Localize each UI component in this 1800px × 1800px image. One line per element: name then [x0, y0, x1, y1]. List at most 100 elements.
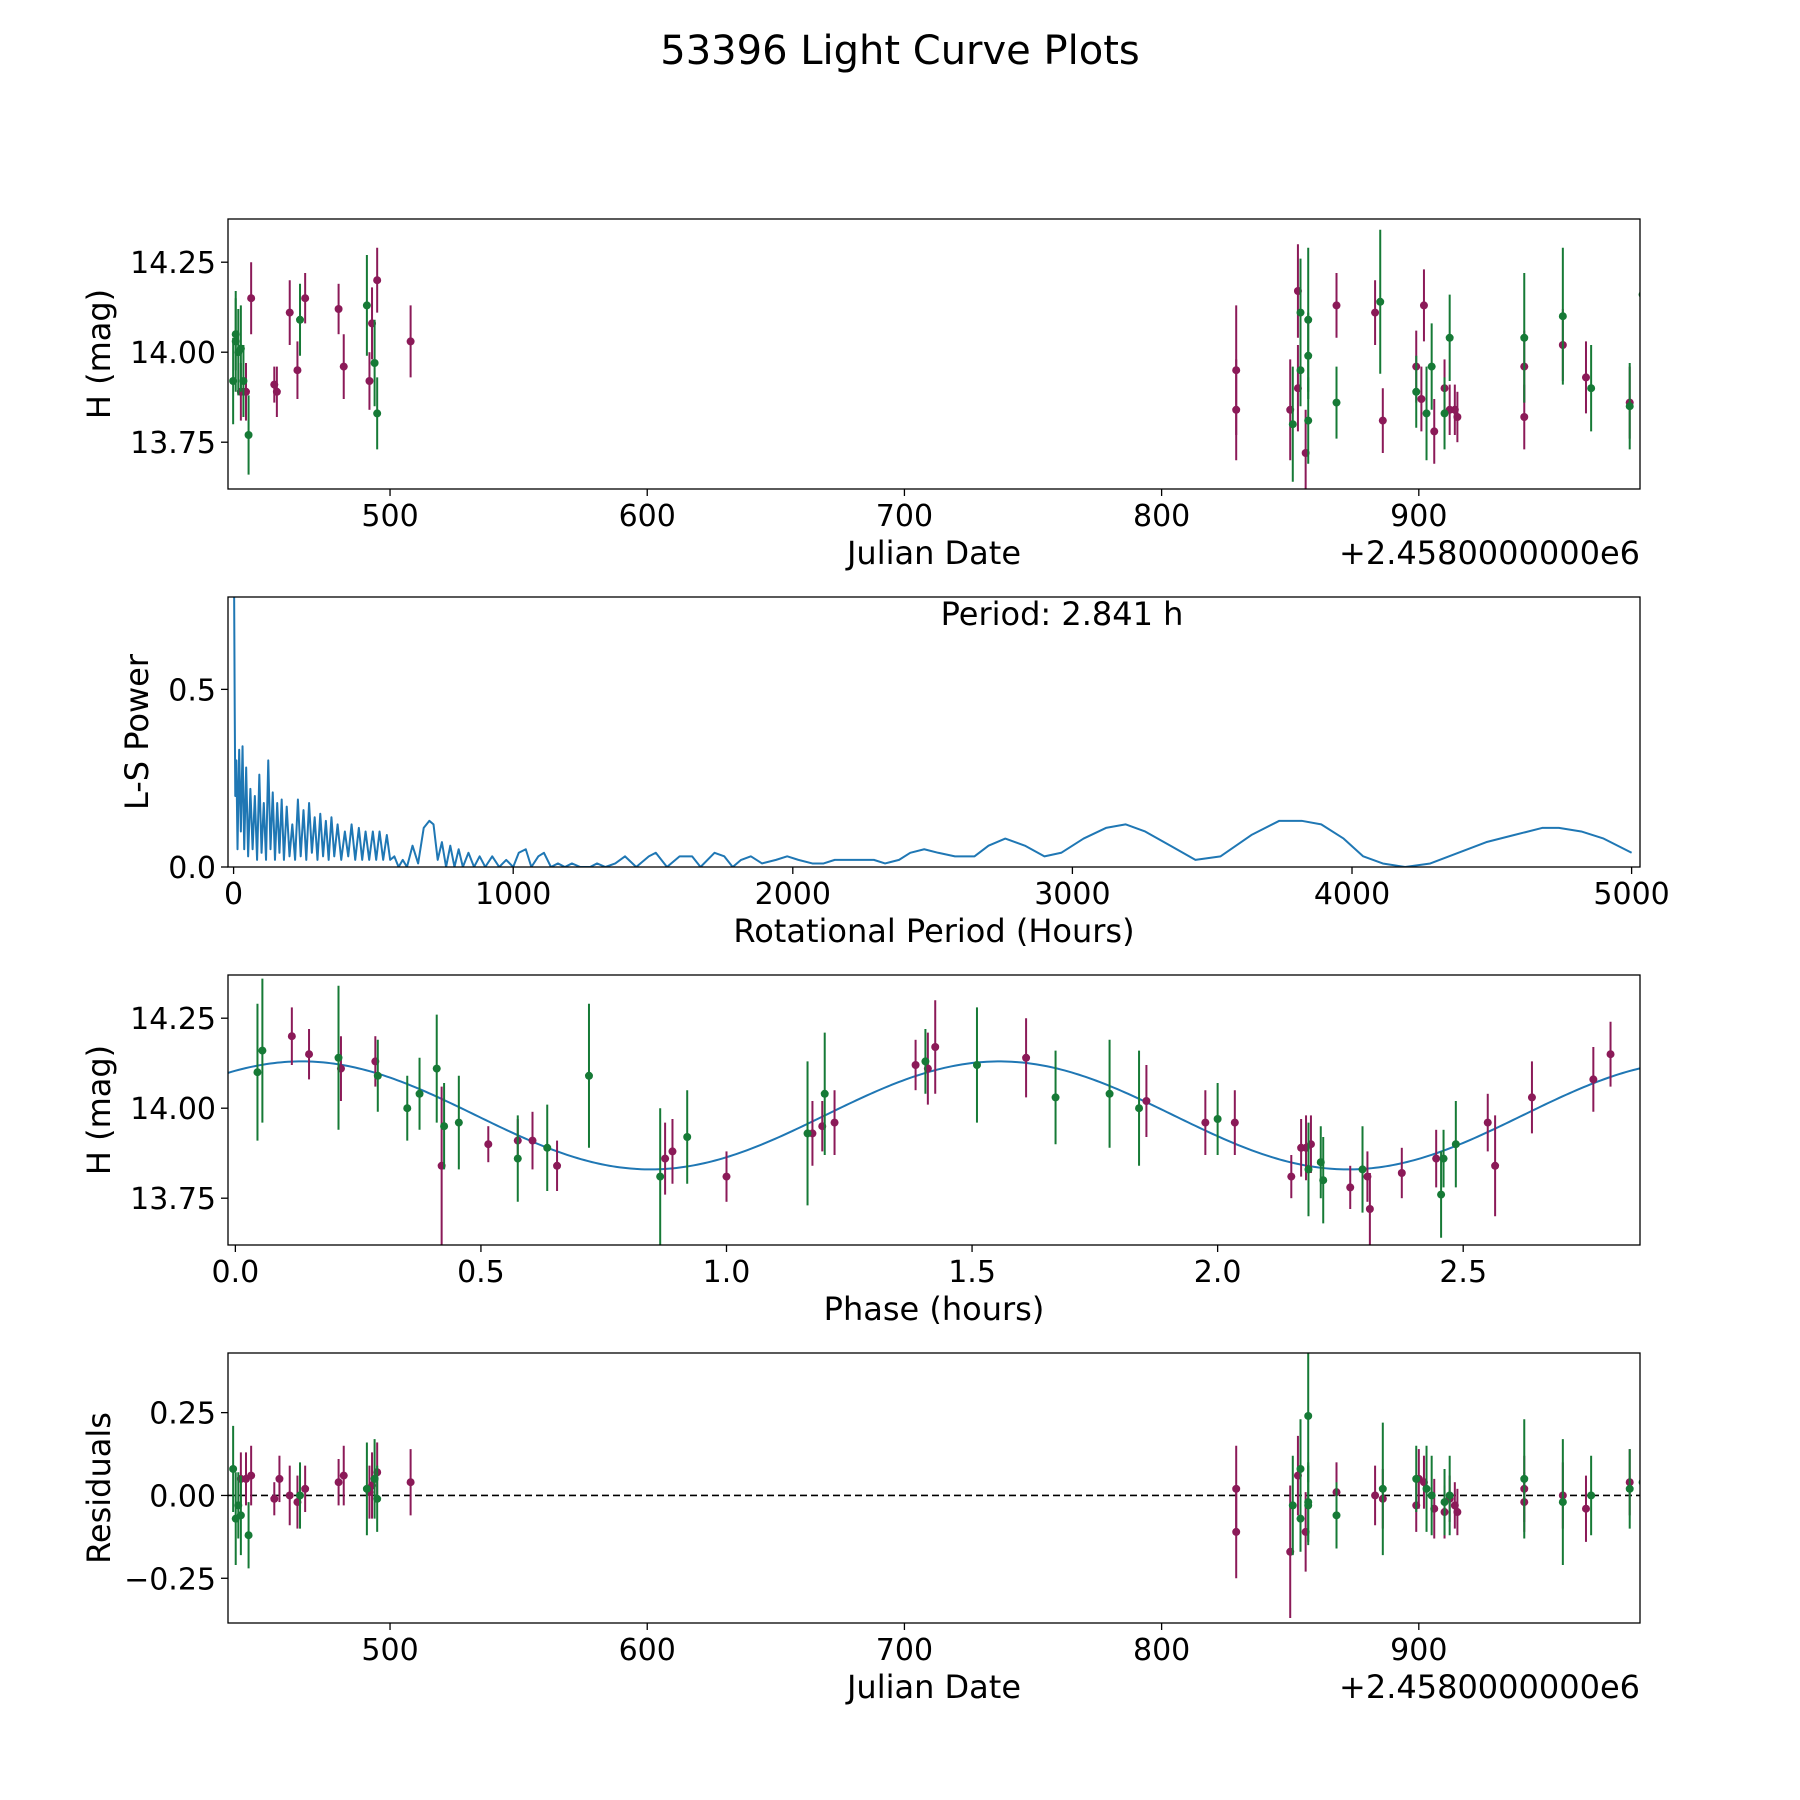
lightcurve-purple-point — [1378, 388, 1387, 453]
residuals-purple-marker — [1453, 1508, 1462, 1517]
residuals-purple-point — [1232, 1485, 1241, 1579]
phased-green-point — [1051, 1050, 1060, 1145]
residuals-xtick-label: 900 — [1390, 1633, 1447, 1668]
residuals-purple-point — [1581, 1475, 1590, 1542]
lightcurve-green-point — [1427, 323, 1436, 410]
phased-purple-marker — [911, 1061, 920, 1069]
phased-xtick-label: 0.5 — [457, 1255, 505, 1290]
residuals-purple-marker — [1371, 1491, 1380, 1500]
residuals-purple-marker — [275, 1474, 284, 1483]
phased-purple-point — [1142, 1065, 1151, 1137]
phased-purple-marker — [1527, 1093, 1536, 1102]
residuals-purple-point — [301, 1465, 310, 1513]
residuals-purple-point — [247, 1445, 256, 1506]
lightcurve-purple-point — [334, 283, 343, 335]
phased-purple-point — [553, 1140, 562, 1191]
lightcurve-purple-marker — [1453, 413, 1462, 421]
residuals-purple-marker — [270, 1494, 279, 1503]
phased-purple-point — [1230, 1090, 1239, 1155]
lightcurve-xtick-label: 600 — [619, 499, 676, 534]
residuals-axes-frame — [227, 1352, 1641, 1624]
phased-green-marker — [656, 1172, 665, 1181]
residuals-green-marker — [1440, 1498, 1449, 1507]
phased-xtick-label: 1.0 — [703, 1255, 751, 1290]
lightcurve-green-point — [1440, 377, 1449, 450]
phased-purple-marker — [668, 1147, 677, 1156]
phased-green-point — [253, 1003, 262, 1141]
lightcurve-green-point — [373, 377, 382, 450]
lightcurve-purple-marker — [1332, 301, 1341, 310]
residuals-green-point — [1625, 1449, 1634, 1529]
phased-purple-point — [1022, 1018, 1031, 1098]
phased-purple-marker — [484, 1140, 493, 1149]
residuals-purple-point — [339, 1445, 348, 1506]
phased-green-point — [334, 985, 343, 1130]
lightcurve-purple-point — [1417, 366, 1426, 432]
figure-suptitle: 53396 Light Curve Plots — [660, 28, 1139, 74]
phased-green-point — [1451, 1101, 1460, 1188]
residuals-green-point — [1587, 1455, 1596, 1536]
phased-green-point — [803, 1061, 812, 1206]
lightcurve-green-marker — [1288, 420, 1297, 429]
lightcurve-purple-point — [365, 352, 374, 410]
phased-green-marker — [1105, 1089, 1114, 1098]
residuals-xtick-label: 800 — [1133, 1633, 1190, 1668]
residuals-panel: 500 600 700 800 900 −0.25 0.00 0.25 Julian Date R… — [80, 1352, 1641, 1706]
periodogram-axes-frame — [227, 596, 1641, 868]
residuals-purple-point — [1453, 1488, 1462, 1536]
phased-xtick-label: 0.0 — [212, 1255, 260, 1290]
phased-purple-marker — [1287, 1172, 1296, 1181]
phased-green-point — [1213, 1083, 1222, 1155]
residuals-ytick-label: 0.00 — [149, 1479, 216, 1514]
phased-purple-marker — [287, 1032, 296, 1041]
lightcurve-purple-point — [339, 334, 348, 399]
residuals-green-point — [1304, 1462, 1313, 1542]
phased-green-marker — [253, 1068, 262, 1077]
lightcurve-green-marker — [1445, 333, 1454, 342]
phased-green-point — [921, 1029, 930, 1094]
residuals-purple-point — [285, 1465, 294, 1526]
phased-green-marker — [1439, 1154, 1448, 1163]
phased-green-point — [415, 1057, 424, 1130]
phased-xtick-label: 2.5 — [1439, 1255, 1487, 1290]
phased-green-marker — [543, 1143, 552, 1152]
phased-green-point — [584, 1003, 593, 1148]
phased-purple-marker — [1346, 1183, 1355, 1192]
lightcurve-panel: 500 600 700 800 900 13.75 14.00 14.25 Julian Dat… — [80, 218, 1641, 572]
lightcurve-ytick-label: 14.00 — [130, 336, 216, 371]
residuals-green-point — [1296, 1485, 1305, 1552]
phased-green-point — [1105, 1039, 1114, 1148]
phased-green-point — [513, 1115, 522, 1202]
phased-green-marker — [373, 1071, 382, 1080]
phased-plot-area — [228, 978, 1640, 1245]
residuals-green-point — [373, 1465, 382, 1532]
phased-purple-marker — [1432, 1154, 1441, 1163]
phased-ytick-label: 13.75 — [130, 1182, 216, 1217]
residuals-purple-marker — [334, 1478, 343, 1487]
lightcurve-purple-point — [1419, 269, 1428, 342]
residuals-green-marker — [244, 1531, 253, 1540]
phased-green-point — [1437, 1151, 1446, 1238]
phased-green-point — [440, 1083, 449, 1170]
lightcurve-purple-point — [1453, 391, 1462, 443]
residuals-green-point — [1304, 1353, 1313, 1483]
lightcurve-purple-point — [406, 305, 415, 378]
phased-green-point — [972, 1007, 981, 1123]
phased-purple-marker — [1201, 1118, 1210, 1127]
phased-purple-point — [661, 1122, 670, 1195]
lightcurve-green-marker — [1558, 312, 1567, 321]
periodogram-ytick-label: 0.5 — [168, 673, 216, 708]
phased-purple-marker — [553, 1161, 562, 1170]
residuals-purple-marker — [339, 1471, 348, 1480]
lightcurve-axes-frame — [227, 218, 1641, 490]
lightcurve-purple-marker — [334, 305, 343, 313]
residuals-green-point — [244, 1502, 253, 1569]
residuals-purple-point — [334, 1459, 343, 1506]
residuals-ylabel: Residuals — [80, 1412, 118, 1564]
phased-green-point — [1304, 1122, 1313, 1217]
phased-purple-point — [528, 1111, 537, 1170]
lightcurve-green-marker — [362, 301, 371, 310]
phased-purple-marker — [528, 1136, 537, 1145]
residuals-ytick-label: −0.25 — [124, 1562, 216, 1597]
phased-purple-point — [1483, 1093, 1492, 1152]
